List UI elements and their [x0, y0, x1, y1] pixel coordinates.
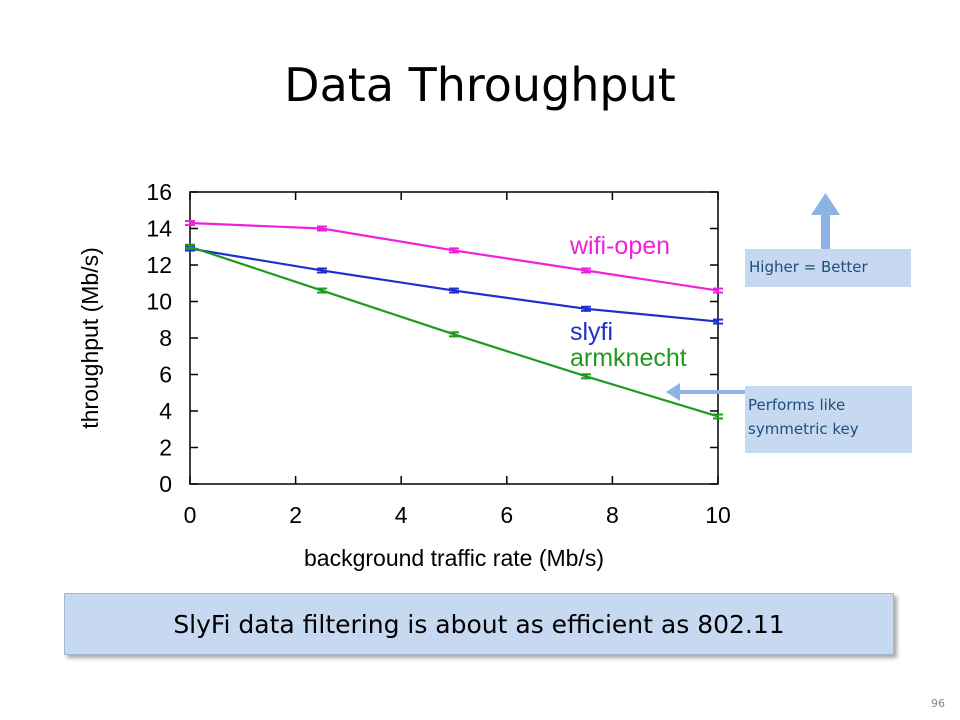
data-point-armknecht: [185, 243, 195, 250]
up-arrow-icon: [811, 193, 840, 249]
x-tick-label: 0: [184, 502, 197, 528]
left-arrow-icon: [666, 383, 745, 401]
series-label-slyfi: slyfi: [570, 318, 613, 346]
summary-box: SlyFi data filtering is about as efficie…: [64, 593, 894, 655]
x-tick-label: 10: [705, 502, 731, 528]
data-point-slyfi: [449, 287, 459, 294]
data-point-wifi-open: [581, 267, 591, 274]
callout-performs-like: Performs like symmetric key: [745, 386, 912, 453]
data-point-slyfi: [581, 305, 591, 312]
y-tick-label: 2: [159, 435, 172, 461]
y-axis-label: throughput (Mb/s): [77, 247, 103, 429]
tick-marks: [189, 191, 719, 485]
data-point-armknecht: [713, 413, 723, 420]
y-tick-label: 10: [146, 289, 172, 315]
x-tick-label: 4: [395, 502, 408, 528]
series-layer: [185, 220, 723, 420]
y-tick-label: 0: [159, 471, 172, 497]
x-tick-label: 2: [289, 502, 302, 528]
summary-text: SlyFi data filtering is about as efficie…: [173, 609, 785, 639]
y-tick-label: 4: [159, 398, 172, 424]
y-tick-label: 12: [146, 252, 172, 278]
callout-higher-better: Higher = Better: [745, 249, 911, 287]
series-label-armknecht: armknecht: [570, 344, 687, 372]
callout-performs-line1: Performs like: [748, 396, 846, 414]
data-point-wifi-open: [185, 220, 195, 227]
data-point-armknecht: [317, 287, 327, 294]
data-point-wifi-open: [449, 247, 459, 254]
page-number: 96: [931, 697, 945, 710]
y-tick-label: 6: [159, 362, 172, 388]
tick-labels: 0 2 4 6 8 10 12 14 16 0 2 4 6 8 10: [146, 179, 730, 528]
x-tick-label: 8: [606, 502, 619, 528]
slide-title: Data Throughput: [284, 58, 676, 112]
data-point-wifi-open: [317, 225, 327, 232]
data-point-wifi-open: [713, 287, 723, 294]
data-point-armknecht: [449, 331, 459, 338]
callout-performs-line2: symmetric key: [748, 420, 859, 438]
x-tick-label: 6: [500, 502, 513, 528]
y-tick-label: 8: [159, 325, 172, 351]
series-label-wifi-open: wifi-open: [569, 232, 670, 260]
y-tick-label: 16: [146, 179, 172, 205]
callout-higher-text: Higher = Better: [749, 258, 868, 276]
y-tick-label: 14: [146, 216, 172, 242]
data-point-armknecht: [581, 373, 591, 380]
data-point-slyfi: [713, 318, 723, 325]
x-axis-label: background traffic rate (Mb/s): [304, 545, 604, 571]
data-point-slyfi: [317, 267, 327, 274]
